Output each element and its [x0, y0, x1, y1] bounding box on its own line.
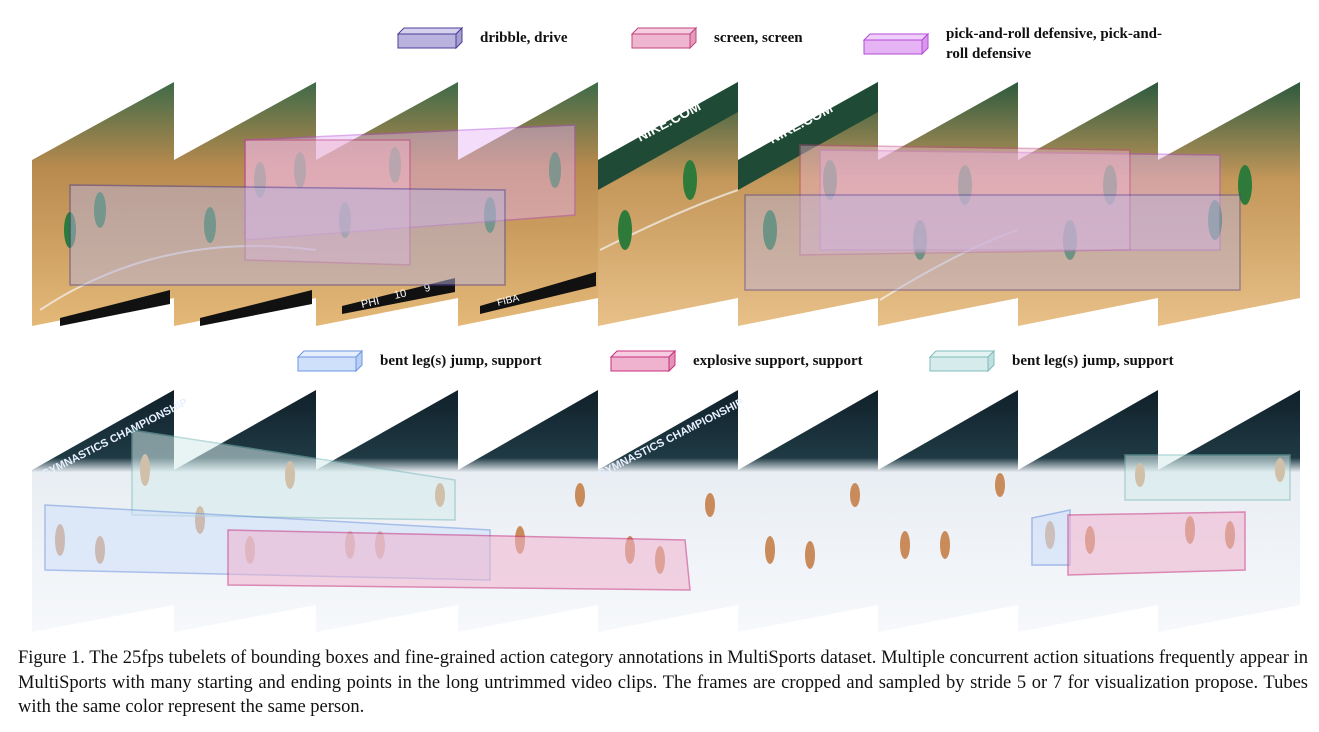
frame	[1158, 82, 1300, 326]
legend-item-screen: screen, screen	[630, 26, 803, 50]
svg-text:9: 9	[423, 282, 432, 295]
legend-item-explosive-support: explosive support, support	[609, 349, 863, 373]
frame	[598, 390, 738, 632]
legend-cube-icon	[630, 26, 698, 50]
tube-bent-leg-teal	[131, 429, 1291, 521]
legend-cube-icon	[928, 349, 996, 373]
legend-label: screen, screen	[714, 30, 803, 46]
legend-cube-icon	[609, 349, 677, 373]
frame	[1018, 82, 1158, 326]
frame	[878, 390, 1018, 632]
legend-item-bent-leg-2: bent leg(s) jump, support	[928, 349, 1174, 373]
svg-text:10: 10	[393, 287, 408, 301]
frame	[1018, 390, 1158, 632]
figure-caption: Figure 1. The 25fps tubelets of bounding…	[18, 648, 1308, 717]
frame	[878, 82, 1018, 326]
sponsor-banner: NIKE.COM NIKE.COM	[598, 82, 878, 190]
legend-cube-icon	[862, 32, 930, 56]
legend-label: dribble, drive	[480, 30, 568, 46]
legend-label: bent leg(s) jump, support	[380, 353, 542, 369]
legend-item-dribble: dribble, drive	[396, 26, 568, 50]
frame	[458, 390, 598, 632]
tube-dribble	[69, 184, 1241, 291]
scoreboard: PHI 10 9 FIBA	[60, 272, 596, 326]
legend-cube-icon	[296, 349, 364, 373]
legend-label: explosive support, support	[693, 353, 863, 369]
legend-item-pick-and-roll: pick-and-roll defensive, pick-and-roll d…	[862, 24, 1172, 64]
frame	[1158, 390, 1300, 632]
legend-cube-icon	[396, 26, 464, 50]
figure-illustration: PHI 10 9 FIBA NIKE.COM NIKE.COM	[32, 82, 1300, 632]
tube-explosive-support	[227, 511, 1246, 591]
svg-text:FIBA: FIBA	[496, 293, 521, 309]
legend-label: bent leg(s) jump, support	[1012, 353, 1174, 369]
legend-label: pick-and-roll defensive, pick-and-roll d…	[946, 26, 1162, 62]
scoreboard-text: PHI	[360, 295, 381, 311]
legend-item-bent-leg-1: bent leg(s) jump, support	[296, 349, 542, 373]
frame	[738, 390, 878, 632]
